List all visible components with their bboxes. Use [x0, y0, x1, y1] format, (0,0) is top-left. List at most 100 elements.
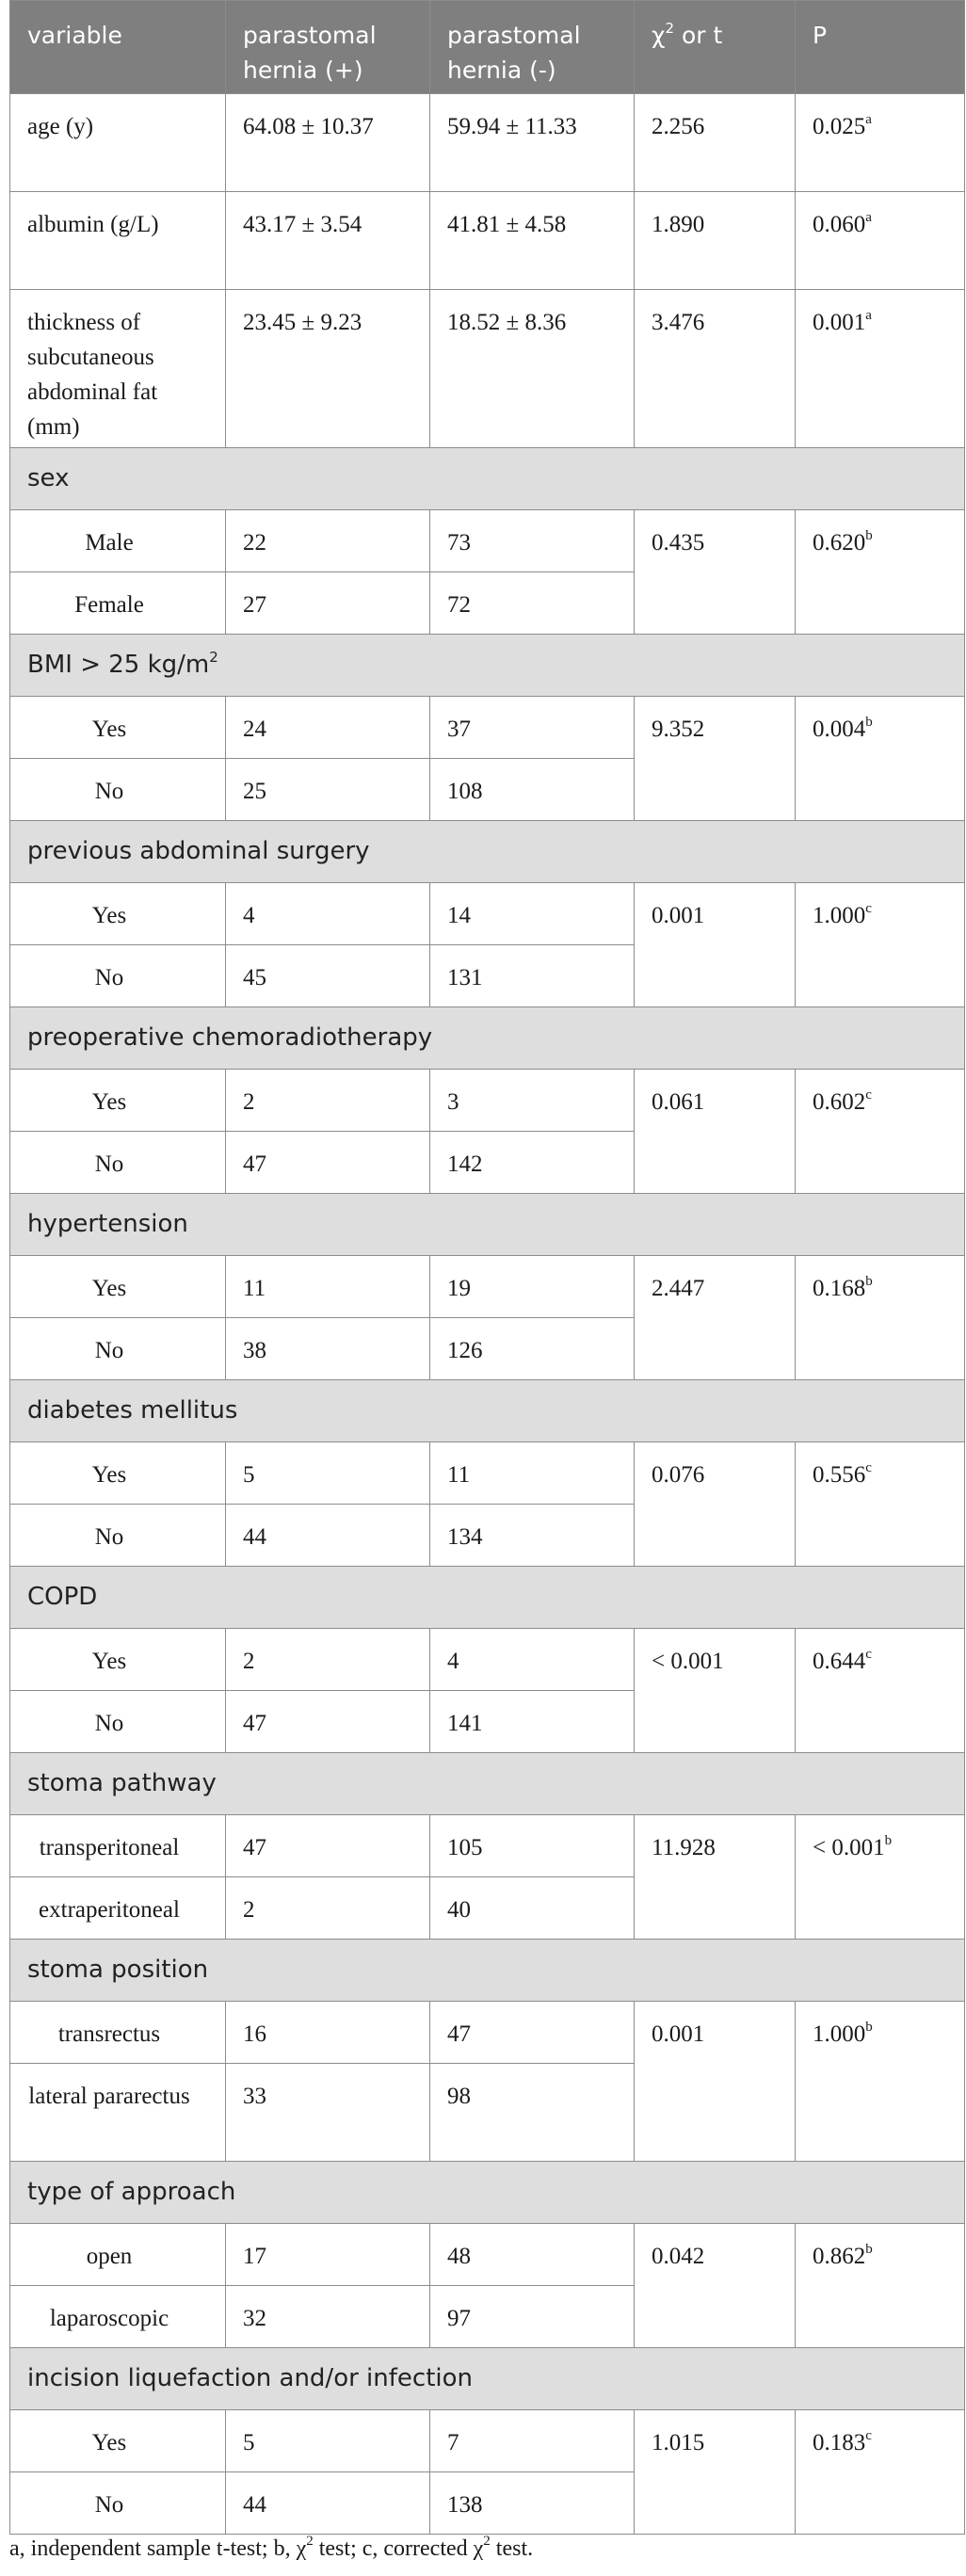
cell-text: preoperative chemoradiotherapy [27, 1023, 433, 1052]
table-row: Yes 5 11 0.076 0.556c [9, 1441, 965, 1567]
table-cell: 47 [225, 1690, 430, 1753]
table-row: Yes 2 3 0.061 0.602c [9, 1069, 965, 1194]
table-cell: 0.061 [634, 1069, 796, 1194]
superscript: c [865, 1647, 872, 1662]
table-cell: lateral pararectus [9, 2063, 226, 2162]
table-row: No 44 138 [9, 2471, 965, 2535]
section-row: preoperative chemoradiotherapy [9, 1006, 965, 1070]
cell-text: 27 [243, 592, 266, 618]
table-cell: 44 [225, 1504, 430, 1567]
cell-text: 131 [447, 965, 483, 990]
cell-text: laparoscopic [49, 2306, 169, 2331]
table-row: Yes 24 37 9.352 0.004b [9, 696, 965, 821]
cell-text: 0.060 [813, 212, 866, 237]
cell-text: Female [74, 592, 144, 618]
cell-text: parastomal hernia (-) [447, 22, 581, 84]
cell-text: sex [27, 464, 70, 492]
table-cell: Yes [9, 882, 226, 945]
table-cell: 38 [225, 1317, 430, 1380]
table-cell: 16 [225, 2001, 430, 2064]
table-header: variable parastomal hernia (+) parastomal … [9, 0, 965, 94]
table-cell: 0.602c [795, 1069, 965, 1194]
cell-text: 14 [447, 903, 471, 928]
table-body: age (y) 64.08 ± 10.37 59.94 ± 11.33 2.256 0.… [9, 93, 965, 2535]
cell-text: No [94, 2492, 124, 2518]
cell-text: 0.001 [652, 903, 705, 928]
cell-text: 37 [447, 716, 471, 742]
cell-text: 0.001 [652, 2021, 705, 2047]
table-cell: 47 [429, 2001, 635, 2064]
superscript: 2 [209, 649, 218, 666]
footnote-text: a, independent sample t-test; b, χ [9, 2536, 307, 2561]
column-header: P [795, 0, 965, 94]
cell-text: 11 [243, 1276, 266, 1301]
cell-text: 0.025 [813, 114, 866, 139]
table-cell: < 0.001b [795, 1814, 965, 1940]
cell-text: stoma position [27, 1956, 209, 1984]
cell-text: No [94, 1524, 124, 1550]
table-cell: Yes [9, 1628, 226, 1691]
cell-text: 141 [447, 1711, 483, 1736]
table-cell: transperitoneal [9, 1814, 226, 1877]
cell-text: albumin (g/L) [27, 212, 159, 237]
cell-text: 1.000 [813, 2021, 866, 2047]
table-cell: < 0.001 [634, 1628, 796, 1753]
table-cell: 2.256 [634, 93, 796, 192]
table-cell: Yes [9, 696, 226, 759]
table-cell: 0.001a [795, 289, 965, 448]
superscript: b [865, 2020, 873, 2035]
table-cell: 0.644c [795, 1628, 965, 1753]
table-cell: extraperitoneal [9, 1876, 226, 1940]
column-header: variable [9, 0, 226, 94]
table-cell: 23.45 ± 9.23 [225, 289, 430, 448]
superscript: a [865, 210, 872, 225]
table-cell: 0.025a [795, 93, 965, 192]
header-row: variable parastomal hernia (+) parastomal … [9, 0, 965, 94]
table-cell: Yes [9, 2409, 226, 2472]
cell-text: type of approach [27, 2178, 236, 2206]
superscript: b [865, 2242, 873, 2257]
table-cell: 1.890 [634, 191, 796, 290]
section-row: hypertension [9, 1193, 965, 1256]
cell-text: 64.08 ± 10.37 [243, 114, 374, 139]
cell-text: 24 [243, 716, 266, 742]
section-row: incision liquefaction and/or infection [9, 2347, 965, 2410]
table-row: age (y) 64.08 ± 10.37 59.94 ± 11.33 2.256 0.… [9, 93, 965, 192]
table-cell: 17 [225, 2223, 430, 2286]
superscript: a [865, 308, 872, 323]
table-cell: 105 [429, 1814, 635, 1877]
table-cell: No [9, 2471, 226, 2535]
table-footnote: a, independent sample t-test; b, χ2 test… [9, 2534, 533, 2562]
cell-text: 4 [243, 903, 255, 928]
cell-text: 33 [243, 2084, 266, 2109]
table-cell: 0.183c [795, 2409, 965, 2535]
table-cell: age (y) [9, 93, 226, 192]
cell-text: 40 [447, 1897, 471, 1923]
column-header: χ2 or t [634, 0, 796, 94]
cell-text: 44 [243, 2492, 266, 2518]
cell-text: 108 [447, 779, 483, 804]
cell-text: 97 [447, 2306, 471, 2331]
footnote-superscript: 2 [306, 2534, 314, 2549]
table-cell: 11.928 [634, 1814, 796, 1940]
table-cell: 134 [429, 1504, 635, 1567]
table-cell: 1.000b [795, 2001, 965, 2162]
table-cell: 2 [225, 1876, 430, 1940]
section-label: stoma position [9, 1939, 965, 2002]
table-cell: 0.620b [795, 509, 965, 635]
cell-text: < 0.001 [813, 1835, 885, 1860]
cell-text: 41.81 ± 4.58 [447, 212, 567, 237]
section-row: BMI > 25 kg/m2 [9, 634, 965, 697]
cell-text: No [94, 1711, 124, 1736]
table-row: Yes 2 4 < 0.001 0.644c [9, 1628, 965, 1753]
superscript: c [865, 1087, 872, 1103]
cell-text: lateral pararectus [28, 2084, 190, 2109]
table-cell: 33 [225, 2063, 430, 2162]
table-cell: 11 [429, 1441, 635, 1505]
table-row: No 44 134 [9, 1504, 965, 1567]
section-row: diabetes mellitus [9, 1379, 965, 1442]
table-cell: 19 [429, 1255, 635, 1318]
cell-text: 0.183 [813, 2430, 866, 2455]
table-cell: 37 [429, 696, 635, 759]
cell-text: 11.928 [652, 1835, 716, 1860]
